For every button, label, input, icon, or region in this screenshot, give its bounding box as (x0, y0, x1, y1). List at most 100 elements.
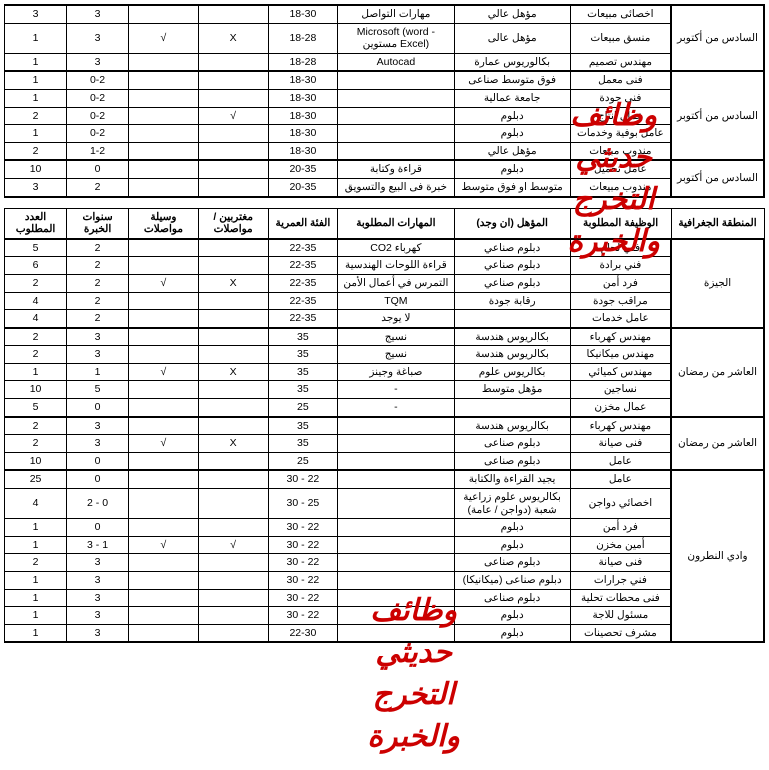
region-cell: الجيزة (671, 239, 764, 328)
data-cell: 3 (67, 435, 129, 453)
data-cell: عمال مخزن (570, 399, 671, 417)
data-cell: 2 (5, 328, 67, 346)
table-row: عمال انتاجدبلوم18-30√0-22 (5, 107, 765, 125)
data-cell: عمال انتاج (570, 107, 671, 125)
table-row: العاشر من رمضانمهندس كهرباءبكالريوس هندس… (5, 328, 765, 346)
data-cell (129, 417, 199, 435)
data-cell: دبلوم (454, 125, 570, 143)
data-cell (198, 71, 268, 89)
data-cell: 35 (268, 435, 338, 453)
data-cell (338, 470, 454, 488)
data-cell: دبلوم صناعي (454, 239, 570, 257)
data-cell: 10 (5, 381, 67, 399)
data-cell: - (338, 399, 454, 417)
data-cell (454, 399, 570, 417)
data-cell: نساجين (570, 381, 671, 399)
data-cell (338, 125, 454, 143)
data-cell: 2 (5, 554, 67, 572)
data-cell (129, 607, 199, 625)
data-cell: مهندس كهرباء (570, 328, 671, 346)
data-cell: دبلوم (454, 519, 570, 537)
data-cell: 2 (67, 257, 129, 275)
data-cell: 25 - 30 (268, 489, 338, 519)
data-cell: 2 (67, 239, 129, 257)
table-row: مراقب جودةرقابة جودةTQM22-3524 (5, 292, 765, 310)
data-cell (198, 89, 268, 107)
data-cell (129, 178, 199, 196)
data-cell: 1 (5, 572, 67, 590)
region-cell: العاشر من رمضان (671, 328, 764, 417)
data-cell: اخصائي دواجن (570, 489, 671, 519)
data-cell (198, 292, 268, 310)
data-cell: مؤهل عالي (454, 142, 570, 160)
table-row: مهندس تصميمبكالوريوس عمارةAutocad18-2831 (5, 53, 765, 71)
data-cell: فنى جودة (570, 89, 671, 107)
data-cell (129, 71, 199, 89)
table-row: مهندس كميائيبكالريوس علومصباغة وجينز35X√… (5, 363, 765, 381)
data-cell (129, 310, 199, 328)
data-cell: خبرة فى البيع والتسويق (338, 178, 454, 196)
table-row: منسق مبيعاتمؤهل عالىMicrosoft (word - Ex… (5, 23, 765, 53)
data-cell: دبلوم صناعى (454, 452, 570, 470)
table-row: مهندس ميكانيكابكالريوس هندسةنسيج3532 (5, 346, 765, 364)
data-cell: 4 (5, 292, 67, 310)
col-hire: مغتربين / مواصلات (198, 208, 268, 239)
data-cell: دبلوم صناعى (454, 554, 570, 572)
data-cell: 35 (268, 346, 338, 364)
data-cell: 22-35 (268, 310, 338, 328)
data-cell (338, 519, 454, 537)
table-row: الجيزةفني لحامدبلوم صناعيكهرباء CO222-35… (5, 239, 765, 257)
data-cell: 2 (5, 417, 67, 435)
table-row: اخصائي دواجنبكالريوس علوم زراعية شعبة (د… (5, 489, 765, 519)
data-cell: 4 (5, 310, 67, 328)
data-cell (198, 470, 268, 488)
data-cell: 22 - 30 (268, 572, 338, 590)
data-cell: Autocad (338, 53, 454, 71)
data-cell (338, 89, 454, 107)
data-cell (338, 71, 454, 89)
col-qual: المؤهل (ان وجد) (454, 208, 570, 239)
data-cell (198, 239, 268, 257)
data-cell: 3 (67, 589, 129, 607)
table-row: فني برادةدبلوم صناعيقراءة اللوحات الهندس… (5, 257, 765, 275)
data-cell: 2 (5, 346, 67, 364)
data-cell: 1 (5, 363, 67, 381)
data-cell: يجيد القراءة والكتابة (454, 470, 570, 488)
data-cell: دبلوم صناعي (454, 274, 570, 292)
data-cell (129, 452, 199, 470)
table-row: فرد أمندبلوم صناعيالتمرس في أعمال الأمن2… (5, 274, 765, 292)
data-cell: 3 (5, 178, 67, 196)
data-cell: عامل تحميل (570, 160, 671, 178)
data-cell: 0-2 (67, 71, 129, 89)
data-cell: بكالريوس علوم (454, 363, 570, 381)
data-cell (129, 381, 199, 399)
data-cell: أمين مخزن (570, 536, 671, 554)
data-cell: 18-28 (268, 53, 338, 71)
data-cell: 4 (5, 489, 67, 519)
data-cell (198, 178, 268, 196)
data-cell: كهرباء CO2 (338, 239, 454, 257)
data-cell: 10 (5, 160, 67, 178)
data-cell: مهندس كميائي (570, 363, 671, 381)
data-cell (198, 346, 268, 364)
data-cell: - (338, 381, 454, 399)
table-row: عامل بوفية وخدماتدبلوم18-300-21 (5, 125, 765, 143)
data-cell: 5 (67, 381, 129, 399)
col-region: المنطقة الجغرافية (671, 208, 764, 239)
data-cell: 2 (67, 292, 129, 310)
data-cell (198, 257, 268, 275)
data-cell (129, 589, 199, 607)
data-cell: مراقب جودة (570, 292, 671, 310)
data-cell: 35 (268, 363, 338, 381)
data-cell (129, 53, 199, 71)
data-cell: فنى معمل (570, 71, 671, 89)
data-cell (129, 142, 199, 160)
data-cell: √ (129, 23, 199, 53)
data-cell: 3 (67, 23, 129, 53)
data-cell (198, 624, 268, 642)
data-cell: 3 (67, 554, 129, 572)
data-cell: 3 (67, 328, 129, 346)
data-cell: صباغة وجينز (338, 363, 454, 381)
data-cell: 0-2 (67, 125, 129, 143)
data-cell: 1 (5, 589, 67, 607)
